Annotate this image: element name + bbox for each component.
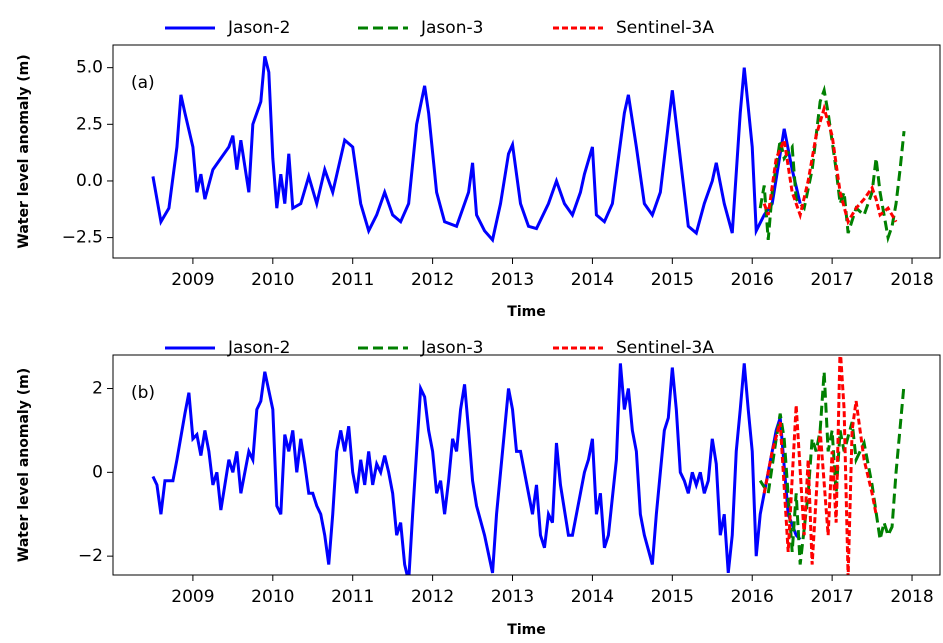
x-tick-label: 2011 [331,270,374,290]
x-tick-label: 2011 [331,587,374,607]
x-axis-label: Time [507,304,545,320]
series-line [151,363,802,575]
legend-label: Jason-3 [420,338,483,358]
x-tick-label: 2016 [731,270,774,290]
y-axis-label: Water level anomaly (m) [16,54,32,248]
series-line [758,371,906,565]
y-tick-label: 5.0 [76,58,103,78]
x-tick-label: 2016 [731,587,774,607]
y-tick-label: 0.0 [76,171,103,191]
axes-frame [112,354,941,576]
x-tick-label: 2013 [491,270,534,290]
y-tick-label: 2.5 [76,114,103,134]
y-tick-label: 0 [92,462,103,482]
legend-label: Sentinel-3A [616,18,714,38]
x-tick-label: 2018 [890,270,933,290]
y-tick-label: −2 [78,546,103,566]
legend-label: Sentinel-3A [616,338,714,358]
x-tick-label: 2017 [810,587,853,607]
panel-label: (a) [131,73,155,93]
legend-label: Jason-2 [227,338,290,358]
x-tick-label: 2014 [571,270,614,290]
x-tick-label: 2014 [571,587,614,607]
x-tick-label: 2018 [890,587,933,607]
axes-frame [112,44,941,259]
y-axis-label: Water level anomaly (m) [16,368,32,562]
x-tick-label: 2009 [171,270,214,290]
legend-label: Jason-3 [420,18,483,38]
x-axis-label: Time [507,622,545,638]
series-line [758,84,906,244]
series-line [151,55,802,244]
x-tick-label: 2015 [651,587,694,607]
series-line [762,355,878,575]
legend-label: Jason-2 [227,18,290,38]
y-tick-label: −2.5 [62,228,103,248]
y-tick-label: 2 [92,379,103,399]
x-tick-label: 2015 [651,270,694,290]
panel-label: (b) [131,383,155,403]
series-line [762,103,898,226]
x-tick-label: 2012 [411,587,454,607]
x-tick-label: 2012 [411,270,454,290]
x-tick-label: 2010 [251,270,294,290]
x-tick-label: 2013 [491,587,534,607]
x-tick-label: 2010 [251,587,294,607]
x-tick-label: 2017 [810,270,853,290]
x-tick-label: 2009 [171,587,214,607]
